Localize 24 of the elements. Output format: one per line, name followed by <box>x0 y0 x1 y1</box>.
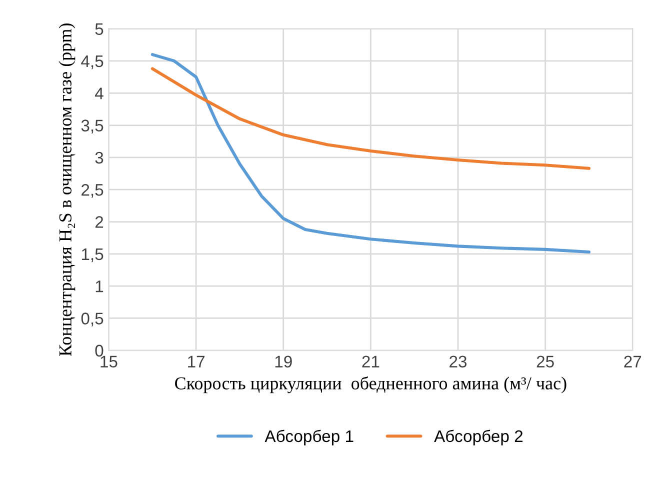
y-tick-label: 1,5 <box>82 248 104 262</box>
x-axis-title: Скорость циркуляции обедненного амина (м³/ час) <box>175 376 566 394</box>
x-tick-label: 19 <box>275 356 292 368</box>
y-tick-label: 0,5 <box>81 312 104 326</box>
y-tick-label: 2 <box>95 216 104 228</box>
x-tick-label: 23 <box>450 356 467 368</box>
x-tick-label: 15 <box>100 356 118 368</box>
line-series <box>150 67 591 170</box>
x-tick-label: 27 <box>624 356 642 368</box>
line-series <box>150 53 591 254</box>
x-tick-label: 25 <box>536 356 554 368</box>
x-tick-label: 21 <box>362 356 380 368</box>
y-tick-label: 1 <box>96 280 104 292</box>
y-axis-title: Концентрация H₂S в очищенном газе (ppm) <box>58 24 76 356</box>
y-tick-label: 0 <box>95 344 104 357</box>
legend-label: Абсорбер 1 <box>264 430 354 446</box>
y-tick-label: 3,5 <box>81 120 104 134</box>
legend-label: Абсорбер 2 <box>434 430 523 446</box>
y-tick-label: 4 <box>94 88 104 100</box>
y-tick-label: 5 <box>95 23 104 36</box>
y-tick-label: 4,5 <box>81 56 104 70</box>
x-tick-label: 17 <box>188 356 204 368</box>
y-tick-label: 2,5 <box>82 184 104 198</box>
y-tick-label: 3 <box>95 152 104 164</box>
